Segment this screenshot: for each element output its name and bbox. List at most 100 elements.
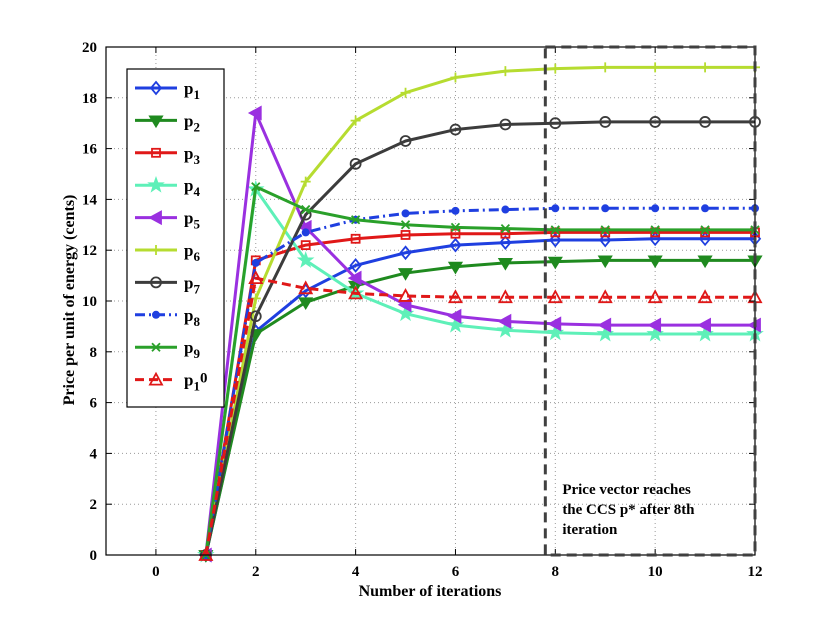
data-point	[450, 222, 461, 232]
series-line-5	[204, 111, 755, 556]
ccs-region-box	[543, 45, 757, 557]
data-point	[547, 289, 563, 304]
legend-marker	[147, 175, 165, 193]
data-point	[697, 289, 713, 304]
data-point	[447, 261, 464, 275]
series-7	[199, 116, 761, 561]
data-point	[400, 230, 411, 240]
data-point	[696, 324, 714, 342]
data-point	[596, 324, 615, 342]
legend-item-7: p7	[135, 273, 200, 296]
data-point	[499, 118, 512, 131]
data-point	[301, 204, 311, 215]
annotation-line: Price vector reaches	[562, 482, 691, 498]
legend-marker	[151, 245, 161, 255]
legend-label: p2	[184, 111, 200, 134]
legend-marker	[148, 210, 162, 226]
legend-label: p6	[184, 241, 200, 264]
data-point	[497, 289, 513, 304]
x-axis-label: Number of iterations	[359, 583, 502, 600]
data-point	[350, 215, 361, 225]
legend-item-6: p6	[135, 241, 200, 264]
data-point	[601, 204, 610, 213]
data-point	[650, 62, 661, 73]
y-tick-label: 0	[90, 548, 98, 564]
data-point	[649, 116, 662, 128]
y-tick-label: 2	[90, 497, 98, 513]
data-point	[647, 289, 663, 304]
x-tick-label: 12	[748, 564, 763, 580]
data-point	[298, 297, 314, 311]
data-point	[499, 235, 512, 250]
data-point	[300, 240, 311, 251]
y-tick-label: 20	[82, 40, 97, 56]
data-point	[700, 62, 711, 73]
data-point	[248, 270, 264, 285]
data-point	[597, 317, 612, 333]
data-point	[546, 323, 565, 341]
x-tick-label: 6	[452, 564, 460, 580]
data-point	[501, 205, 510, 214]
annotation-line: the CCS p* after 8th	[562, 502, 695, 518]
series-line-8	[204, 206, 755, 556]
legend: p1 p2 p3 p4 p5 p6 p7 p8 p9 p10	[126, 68, 225, 408]
legend-item-3: p3	[135, 144, 200, 167]
y-tick-label: 4	[90, 446, 98, 462]
legend-label: p3	[184, 144, 200, 167]
data-point	[349, 157, 362, 170]
data-point	[547, 256, 563, 270]
data-point	[449, 123, 462, 136]
legend-label: p5	[184, 209, 200, 232]
legend-item-9: p9	[135, 338, 200, 361]
data-point	[550, 63, 561, 74]
data-point	[497, 313, 512, 329]
data-point	[697, 317, 711, 333]
legend-label: p9	[184, 338, 200, 361]
y-axis-label: Price per unit of energy (cents)	[61, 195, 78, 406]
series-line-10	[204, 276, 755, 556]
data-point	[450, 228, 461, 239]
data-point	[551, 204, 560, 213]
legend-marker	[152, 310, 160, 319]
data-point	[597, 255, 613, 269]
data-point	[350, 115, 361, 126]
legend-marker	[148, 115, 164, 129]
data-point	[296, 251, 315, 268]
data-point	[397, 268, 414, 281]
data-point	[300, 176, 311, 187]
series-line-4	[204, 187, 755, 556]
data-point	[349, 258, 362, 273]
data-point	[597, 289, 613, 304]
legend-marker	[150, 276, 162, 289]
data-point	[399, 135, 412, 147]
tick-labels: 0 2 4 6 8 10 12 0 2 4 6 8 10 12 14 16 18 20	[82, 40, 763, 580]
data-point	[298, 280, 314, 295]
data-point	[651, 204, 660, 213]
series-9	[201, 182, 760, 560]
legend-item-1: p1	[135, 79, 200, 102]
data-point	[400, 220, 411, 230]
y-tick-label: 16	[82, 142, 98, 158]
data-point	[646, 324, 664, 342]
legend-item-8: p8	[135, 306, 200, 329]
y-tick-label: 18	[82, 91, 97, 107]
series-line-6	[204, 65, 755, 556]
data-point	[447, 289, 463, 304]
y-tick-label: 6	[90, 396, 98, 412]
data-point	[647, 317, 662, 333]
series-line-2	[204, 258, 755, 556]
data-point	[549, 232, 562, 248]
legend-label: p10	[184, 371, 207, 394]
data-point	[301, 228, 310, 237]
data-point	[251, 258, 260, 267]
data-point	[247, 105, 262, 121]
data-point	[500, 66, 511, 77]
data-point	[600, 62, 611, 73]
data-point	[500, 223, 511, 234]
data-point	[451, 206, 460, 215]
y-tick-label: 10	[82, 294, 97, 310]
data-point	[446, 315, 465, 333]
data-point	[396, 304, 415, 322]
data-point	[251, 182, 261, 192]
